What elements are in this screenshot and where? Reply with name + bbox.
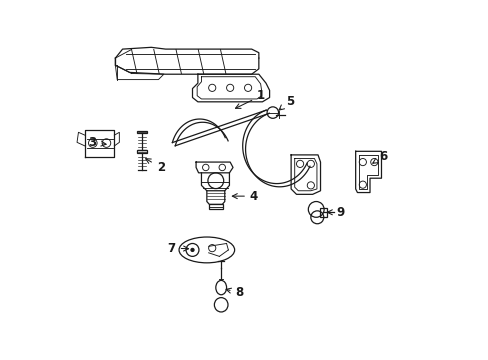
Circle shape — [190, 248, 194, 252]
Text: 1: 1 — [235, 89, 264, 108]
Bar — [320, 208, 326, 217]
Text: 5: 5 — [279, 95, 293, 110]
Text: 9: 9 — [326, 206, 344, 219]
Text: 3: 3 — [88, 136, 106, 149]
Text: 7: 7 — [167, 242, 188, 255]
Bar — [208, 204, 223, 210]
Bar — [137, 150, 147, 153]
Text: 4: 4 — [232, 190, 258, 203]
Text: 6: 6 — [372, 150, 386, 163]
Text: 2: 2 — [145, 159, 164, 174]
Text: 8: 8 — [225, 287, 244, 300]
Bar — [137, 131, 147, 134]
